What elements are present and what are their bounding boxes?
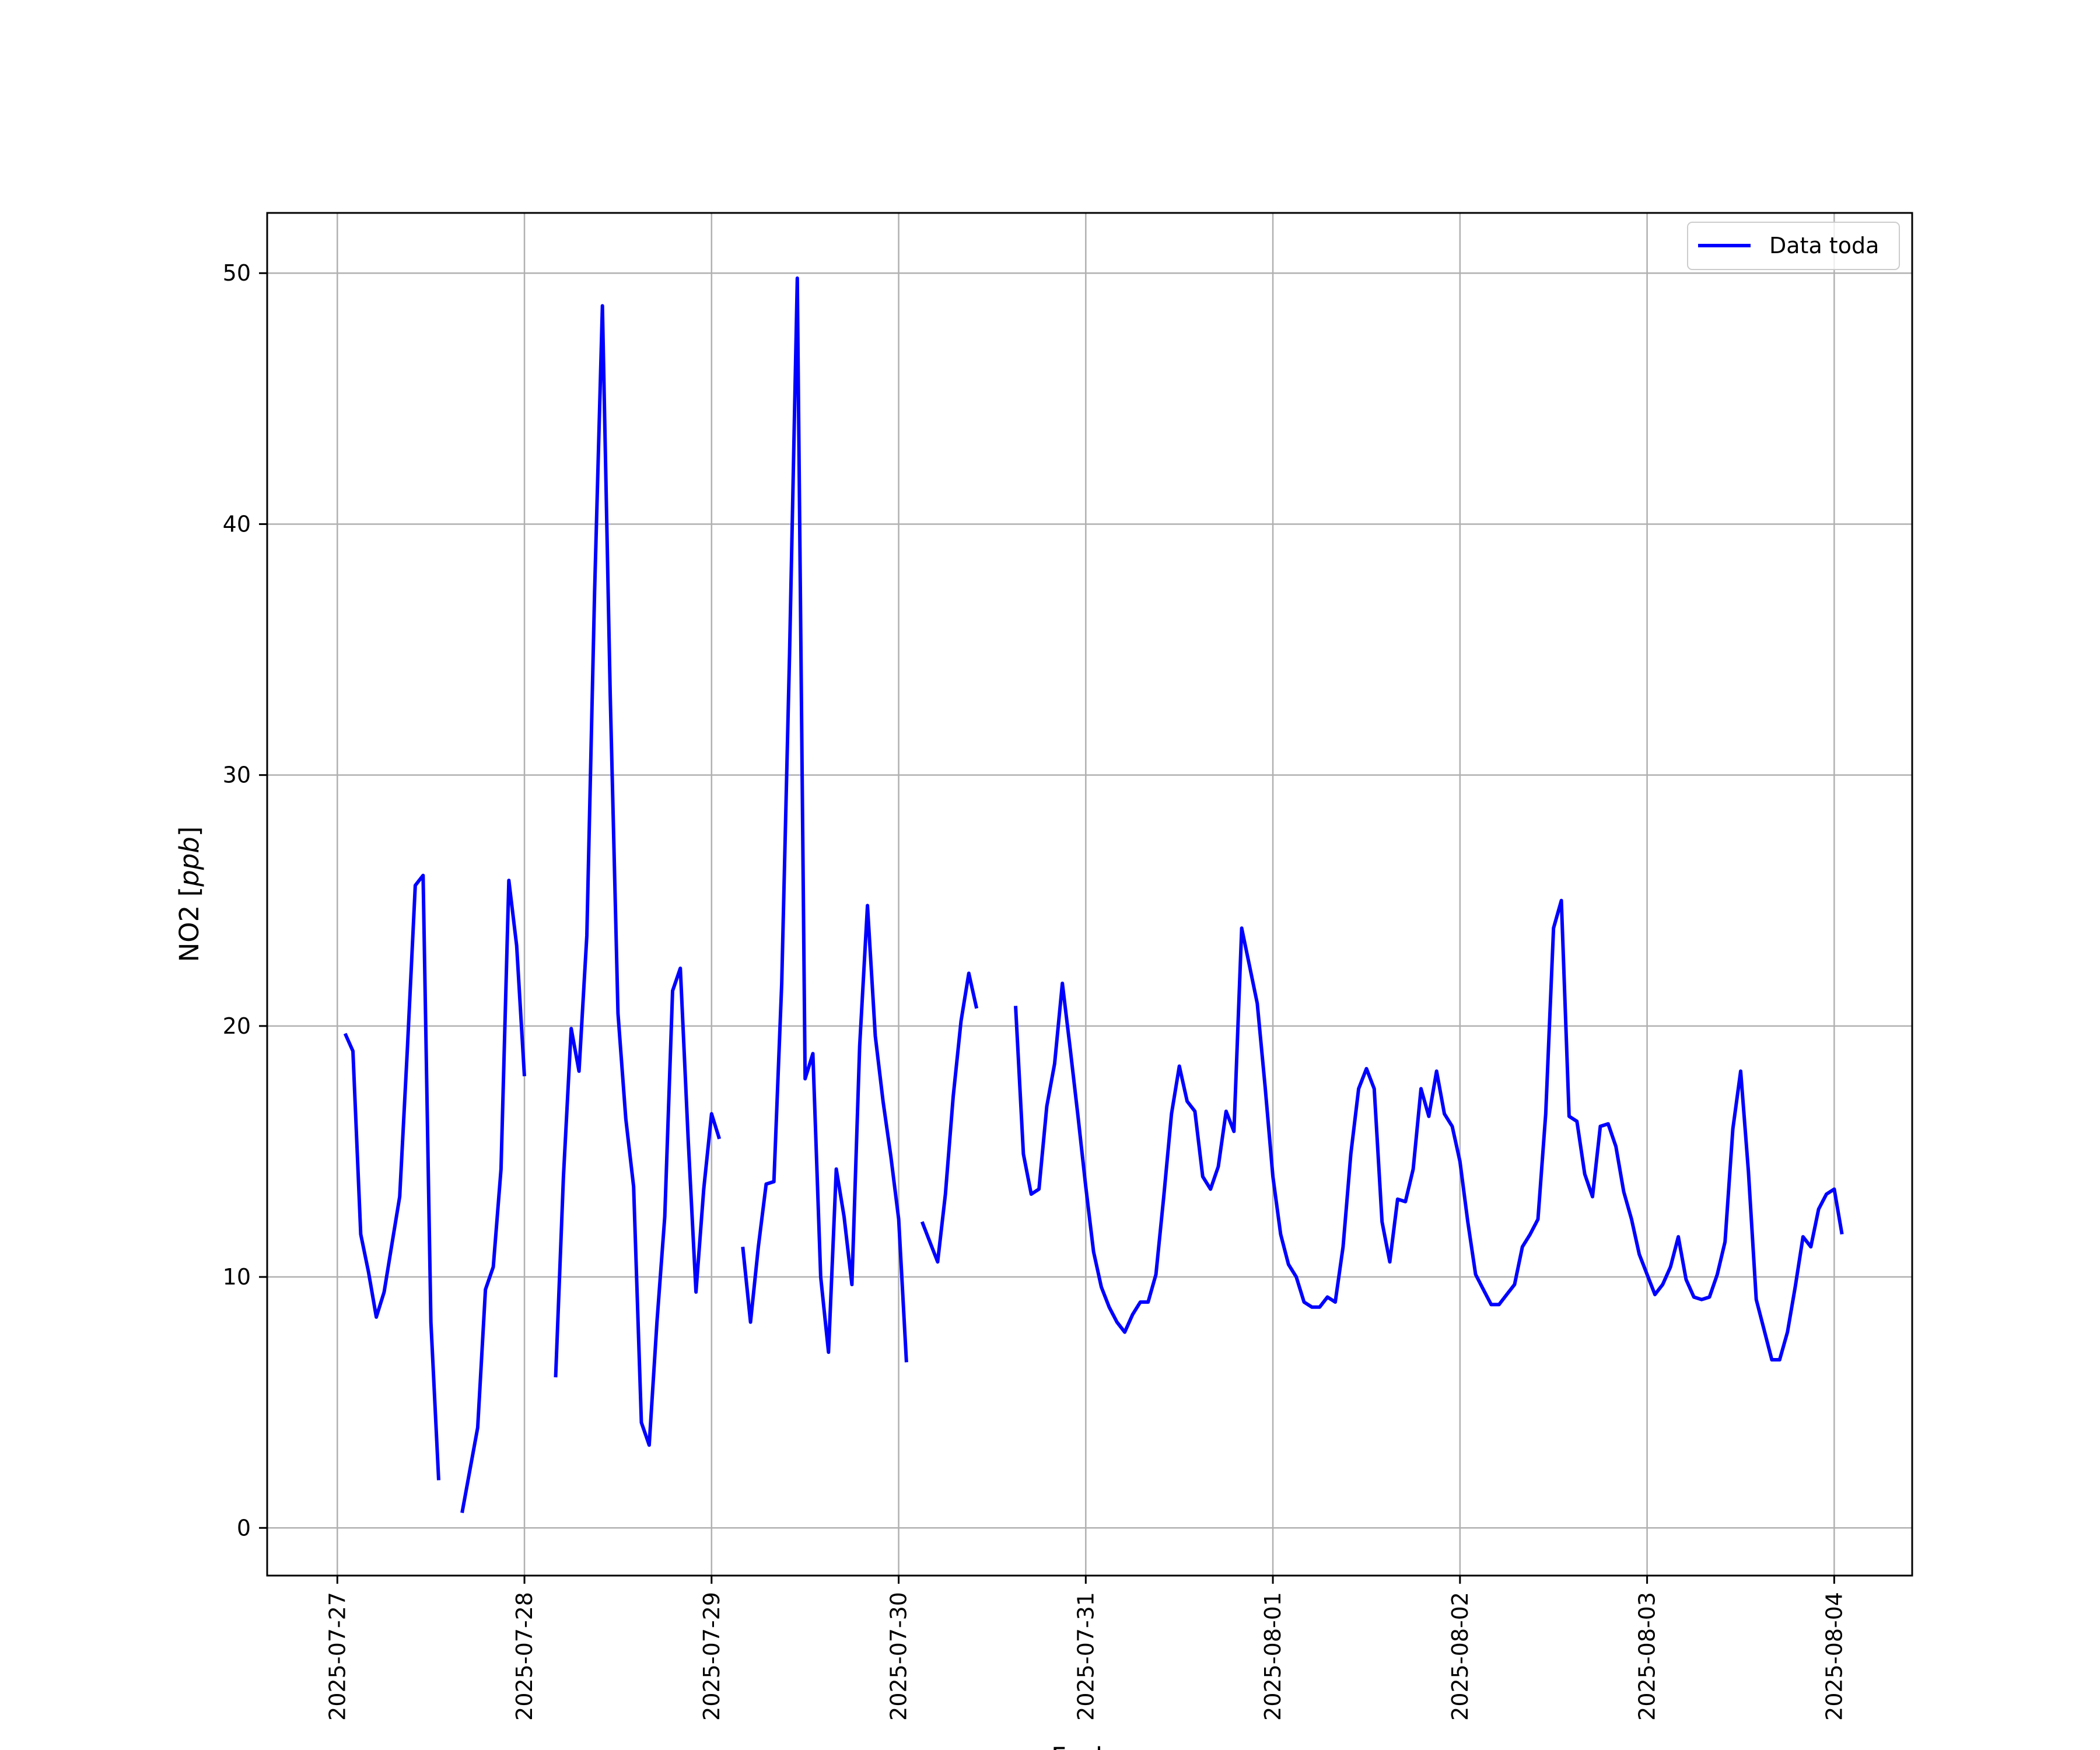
legend-label: Data toda — [1769, 233, 1879, 258]
y-tick-label: 40 — [223, 511, 251, 537]
series-line-segment — [741, 276, 908, 1363]
grid — [267, 213, 1912, 1576]
series-line-segment — [343, 873, 440, 1480]
series-line-segment — [1014, 898, 1844, 1362]
series-lines — [343, 276, 1844, 1513]
x-axis-label: Fecha — [1051, 1742, 1128, 1750]
x-tick-label: 2025-07-29 — [699, 1592, 724, 1721]
x-tick-label: 2025-07-30 — [886, 1592, 912, 1721]
legend-box — [1687, 222, 1900, 270]
legend: Data toda — [1687, 222, 1900, 270]
axis-ticks: 0 10 20 30 40 50 2025-07-27 2025-07-28 2025-07-2… — [223, 260, 1847, 1721]
y-tick-label: 30 — [223, 762, 251, 788]
x-tick-label: 2025-08-01 — [1260, 1592, 1286, 1721]
x-tick-label: 2025-08-04 — [1821, 1592, 1847, 1721]
y-tick-label: 50 — [223, 260, 251, 286]
x-tick-label: 2025-07-28 — [512, 1592, 537, 1721]
x-tick-label: 2025-08-03 — [1634, 1592, 1660, 1721]
x-tick-label: 2025-07-27 — [324, 1592, 350, 1721]
series-line-segment — [920, 971, 979, 1264]
y-axis-label: NO2 [ppb] — [174, 827, 205, 963]
y-tick-label: 20 — [223, 1013, 251, 1039]
series-line-segment — [460, 878, 526, 1513]
plot-frame — [266, 212, 1913, 1577]
x-tick-label: 2025-08-02 — [1447, 1592, 1473, 1721]
x-tick-label: 2025-07-31 — [1073, 1592, 1098, 1721]
y-tick-label: 0 — [237, 1515, 251, 1541]
y-tick-label: 10 — [223, 1264, 251, 1290]
series-line-segment — [554, 304, 722, 1447]
